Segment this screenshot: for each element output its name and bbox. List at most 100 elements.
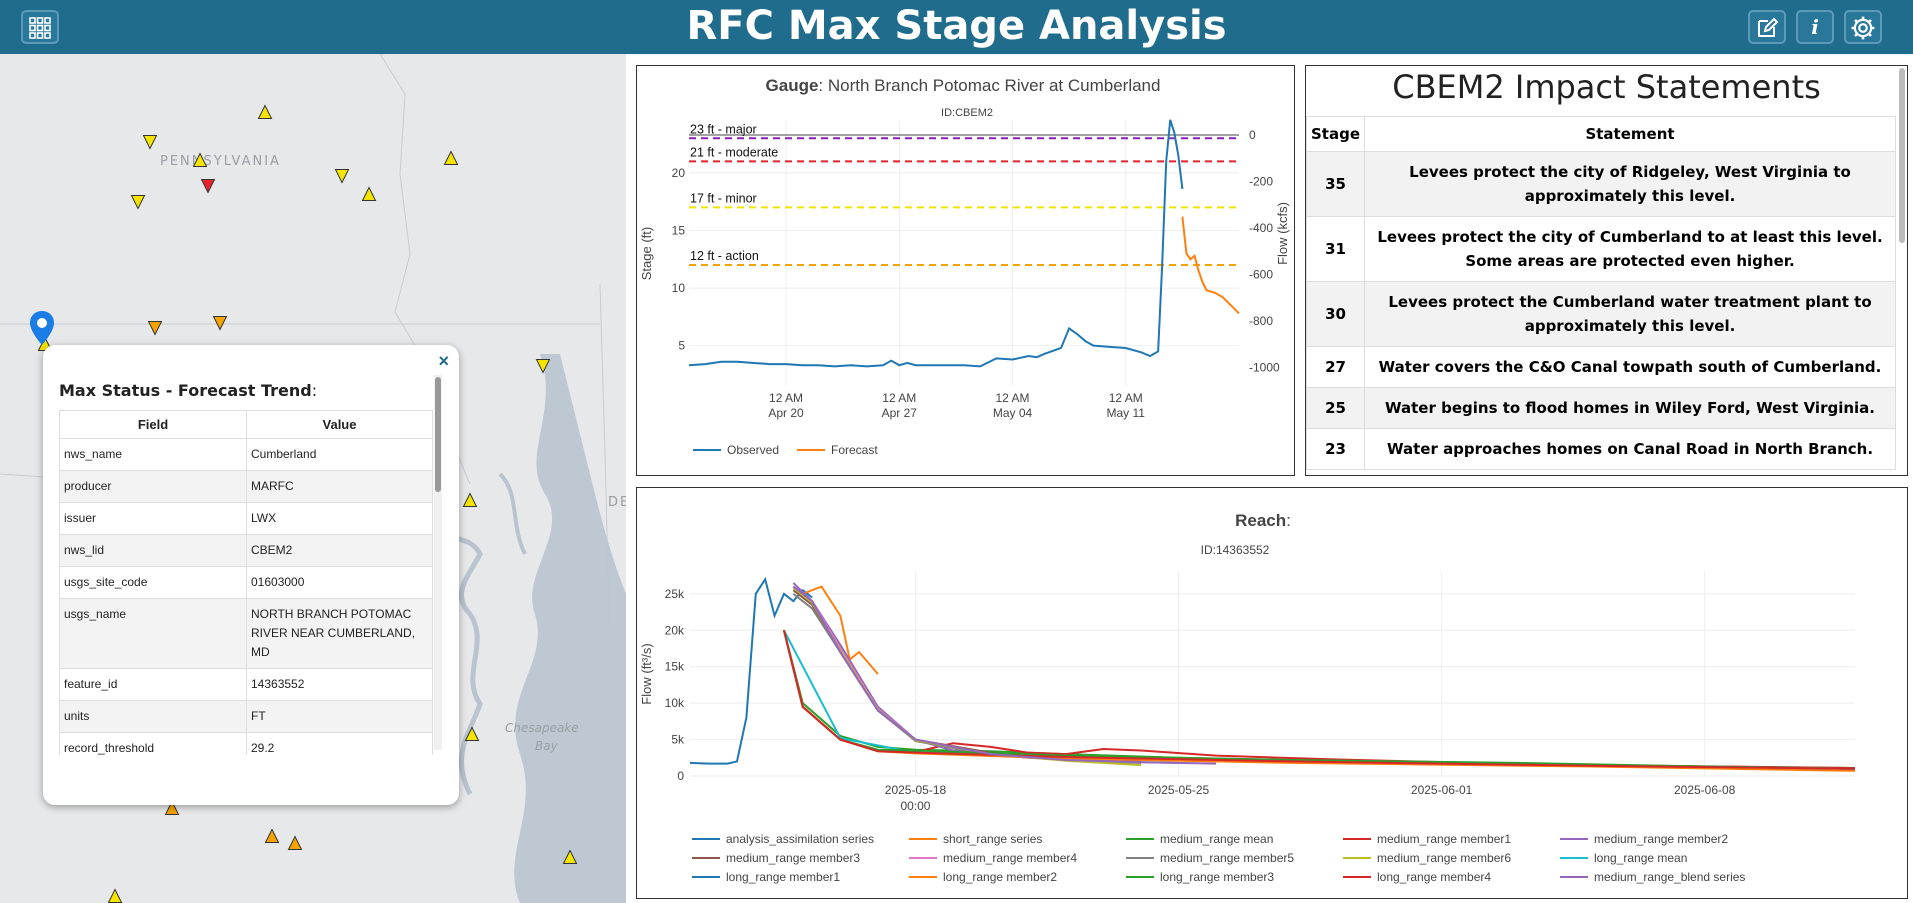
- y2-tick-label: 0: [1249, 128, 1256, 142]
- x-tick-label: May 04: [993, 406, 1033, 420]
- reach-title-bold: Reach: [1235, 511, 1286, 530]
- popup-scrollbar[interactable]: [434, 375, 442, 750]
- map-label-chesapeake: Chesapeake: [505, 721, 579, 735]
- value-cell: Cumberland: [246, 438, 433, 471]
- table-row: 30 Levees protect the Cumberland water tr…: [1306, 281, 1896, 347]
- gauge-marker-icon: [192, 152, 208, 167]
- x-tick-label: May 11: [1107, 406, 1146, 420]
- gauge-marker-icon: [443, 150, 459, 165]
- table-row: nws_lid CBEM2: [59, 534, 433, 567]
- x-tick-label: 2025-06-08: [1674, 783, 1736, 797]
- impact-title: CBEM2 Impact Statements: [1392, 68, 1821, 106]
- map-view[interactable]: PENNSYLVANIA Chesapeake Bay DE × Max Sta…: [0, 54, 626, 903]
- x-tick-label: 2025-05-18: [885, 783, 947, 797]
- statement-cell: Levees protect the city of Ridgeley, Wes…: [1364, 151, 1896, 217]
- y2-tick-label: -1000: [1249, 360, 1280, 374]
- gear-icon: [1851, 16, 1875, 40]
- settings-button[interactable]: [1844, 10, 1882, 44]
- threshold-label: 17 ft - minor: [690, 191, 757, 205]
- gauge-marker-icon: [164, 800, 180, 815]
- table-row: 35 Levees protect the city of Ridgeley, W…: [1306, 151, 1896, 217]
- popup-title-suffix: :: [311, 381, 318, 400]
- edit-button[interactable]: [1748, 10, 1786, 44]
- series-line: [802, 585, 879, 675]
- legend-label: medium_range member4: [943, 851, 1077, 865]
- series-line-forecast: [1181, 216, 1240, 315]
- popup-title: Max Status - Forecast Trend:: [59, 381, 317, 400]
- gauge-marker-icon: [107, 888, 123, 903]
- gauge-marker-icon: [200, 179, 216, 194]
- value-cell: 29.2: [246, 732, 433, 755]
- close-icon[interactable]: ×: [438, 351, 449, 371]
- edit-icon: [1758, 17, 1779, 37]
- y2-tick-label: -600: [1249, 267, 1273, 281]
- statement-cell: Water approaches homes on Canal Road in …: [1364, 428, 1896, 470]
- legend-label: medium_range member5: [1160, 851, 1294, 865]
- statement-cell: Water begins to flood homes in Wiley For…: [1364, 387, 1896, 429]
- field-cell: usgs_name: [59, 598, 247, 669]
- y2-tick-label: -800: [1249, 314, 1273, 328]
- y-tick-label: 10: [672, 281, 686, 295]
- gauge-subtitle: ID:CBEM2: [941, 107, 993, 119]
- x-tick-label: 2025-05-25: [1148, 783, 1210, 797]
- gauge-marker-icon: [212, 316, 228, 331]
- x-tick-label: 12 AM: [769, 391, 803, 405]
- y-axis-title: Stage (ft): [639, 227, 654, 280]
- field-cell: record_threshold: [59, 732, 247, 755]
- popup-scrollbar-thumb[interactable]: [435, 377, 441, 492]
- x-tick-label: 12 AM: [1109, 391, 1143, 405]
- threshold-label: 23 ft - major: [690, 122, 757, 136]
- table-row: producer MARFC: [59, 470, 433, 503]
- column-header-value: Value: [246, 410, 433, 439]
- gauge-marker-icon: [334, 169, 350, 184]
- legend-label: Observed: [727, 443, 779, 457]
- gauge-marker-icon: [464, 726, 480, 741]
- value-cell: NORTH BRANCH POTOMAC RIVER NEAR CUMBERLA…: [246, 598, 433, 669]
- stage-cell: 31: [1306, 216, 1366, 282]
- legend-label: medium_range_blend series: [1594, 870, 1745, 884]
- gauge-marker-icon: [562, 849, 578, 864]
- app-header: RFC Max Stage Analysis i: [0, 0, 1913, 54]
- legend-label: long_range member4: [1377, 870, 1491, 884]
- apps-menu-button[interactable]: [21, 10, 59, 44]
- legend-label: medium_range member2: [1594, 832, 1728, 846]
- gauge-marker-icon: [361, 186, 377, 201]
- map-gauge-markers[interactable]: [0, 54, 626, 903]
- location-pin-icon[interactable]: [29, 310, 55, 346]
- y-tick-label: 5: [678, 339, 685, 353]
- series-line: [792, 582, 1179, 764]
- y2-tick-label: -400: [1249, 221, 1273, 235]
- reach-title-text: :: [1286, 511, 1291, 530]
- table-row: usgs_site_code 01603000: [59, 566, 433, 599]
- table-row: 27 Water covers the C&O Canal towpath sou…: [1306, 346, 1896, 388]
- series-line: [792, 585, 1217, 765]
- reach-chart[interactable]: Reach: ID:14363552 0 5k 10k 15k 20k 25k 2025-05-…: [637, 488, 1907, 898]
- popup-table: Field Value nws_name Cumberland producer MA…: [59, 410, 433, 755]
- gauge-chart-title: Gauge: North Branch Potomac River at Cum…: [766, 76, 1161, 95]
- column-header-stage: Stage: [1306, 116, 1366, 152]
- popup-table-container[interactable]: Field Value nws_name Cumberland producer MA…: [59, 410, 433, 755]
- impact-scrollbar[interactable]: [1899, 68, 1905, 243]
- field-cell: issuer: [59, 502, 247, 535]
- column-header-field: Field: [59, 410, 247, 439]
- y-tick-label: 15: [672, 223, 686, 237]
- series-line: [689, 576, 813, 765]
- legend-label: long_range member2: [943, 870, 1057, 884]
- reach-chart-title: Reach:: [1235, 511, 1291, 530]
- gauge-title-text: : North Branch Potomac River at Cumberla…: [818, 76, 1160, 95]
- legend-label: analysis_assimilation series: [726, 832, 874, 846]
- gauge-marker-icon: [264, 828, 280, 843]
- value-cell: LWX: [246, 502, 433, 535]
- stage-cell: 27: [1306, 346, 1366, 388]
- table-row: 31 Levees protect the city of Cumberland …: [1306, 216, 1896, 282]
- gauge-title-bold: Gauge: [766, 76, 819, 95]
- y-tick-label: 0: [677, 769, 684, 783]
- gauge-marker-icon: [257, 104, 273, 119]
- gauge-chart[interactable]: Gauge: North Branch Potomac River at Cum…: [637, 66, 1294, 475]
- info-button[interactable]: i: [1796, 10, 1834, 44]
- y-tick-label: 20k: [665, 623, 685, 637]
- y-tick-label: 10k: [665, 696, 685, 710]
- map-label-de: DE: [608, 495, 626, 510]
- stage-cell: 23: [1306, 428, 1366, 470]
- grid-icon: [29, 17, 51, 39]
